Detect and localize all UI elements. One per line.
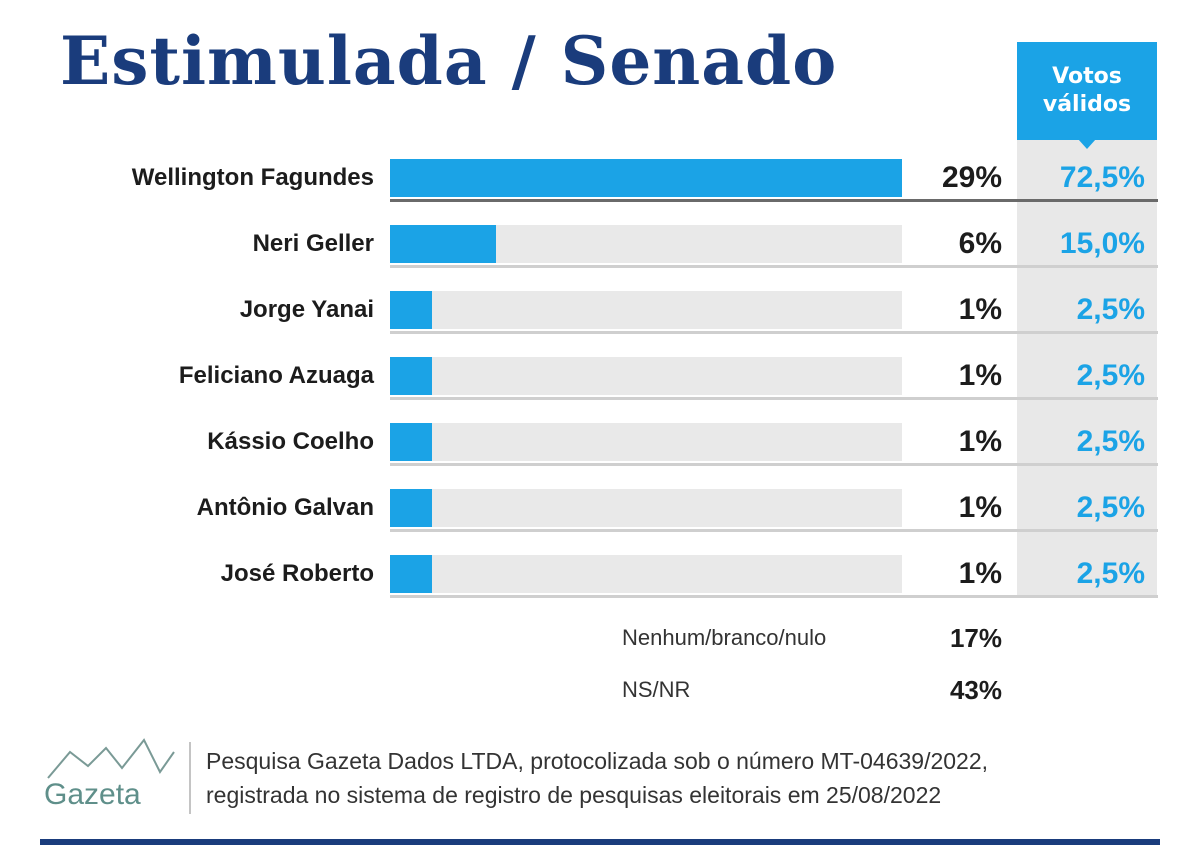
valid-votes-value: 2,5% bbox=[1076, 557, 1145, 590]
bar-value-label: 29% bbox=[941, 161, 1002, 194]
valid-votes-header: Votos válidos bbox=[1017, 42, 1157, 140]
bar-value-label: 6% bbox=[958, 227, 1002, 260]
valid-votes-value: 72,5% bbox=[1059, 161, 1145, 194]
bar-fill bbox=[390, 357, 432, 395]
bar-row: Feliciano Azuaga 1% 2,5% bbox=[0, 355, 1200, 417]
bar-track bbox=[390, 357, 902, 395]
gazeta-logo: Gazeta bbox=[40, 738, 182, 818]
row-underline bbox=[390, 595, 1158, 598]
bar-fill bbox=[390, 555, 432, 593]
gazeta-logo-text: Gazeta bbox=[44, 778, 141, 811]
other-label-blank: Nenhum/branco/nulo bbox=[622, 625, 827, 650]
bar-label: Antônio Galvan bbox=[196, 494, 374, 521]
row-underline bbox=[390, 529, 1158, 532]
footer-note: Pesquisa Gazeta Dados LTDA, protocolizad… bbox=[206, 744, 1196, 812]
row-underline bbox=[390, 331, 1158, 334]
valid-votes-pointer bbox=[1078, 139, 1096, 149]
bar-label: Jorge Yanai bbox=[239, 296, 374, 323]
bar-track bbox=[390, 159, 902, 197]
bar-label: Wellington Fagundes bbox=[131, 164, 374, 191]
bar-value-label: 1% bbox=[958, 359, 1002, 392]
footer-line-2: registrada no sistema de registro de pes… bbox=[206, 782, 942, 808]
valid-votes-value: 2,5% bbox=[1076, 359, 1145, 392]
bar-track bbox=[390, 555, 902, 593]
chart-title: Estimulada / Senado bbox=[60, 22, 838, 100]
bar-label: Feliciano Azuaga bbox=[178, 362, 374, 389]
valid-votes-value: 15,0% bbox=[1059, 227, 1145, 260]
valid-votes-value: 2,5% bbox=[1076, 425, 1145, 458]
bar-fill bbox=[390, 423, 432, 461]
valid-votes-header-line2: válidos bbox=[1042, 92, 1132, 117]
bar-fill bbox=[390, 291, 432, 329]
other-value-nsnr: 43% bbox=[949, 675, 1002, 705]
bar-label: Kássio Coelho bbox=[207, 428, 374, 455]
valid-votes-header-line1: Votos bbox=[1052, 64, 1122, 89]
bar-label: José Roberto bbox=[220, 560, 374, 587]
bar-track bbox=[390, 423, 902, 461]
valid-votes-value: 2,5% bbox=[1076, 293, 1145, 326]
bar-row: Kássio Coelho 1% 2,5% bbox=[0, 421, 1200, 483]
row-underline bbox=[390, 199, 1158, 202]
bar-value-label: 1% bbox=[958, 425, 1002, 458]
footer-line-1: Pesquisa Gazeta Dados LTDA, protocolizad… bbox=[206, 748, 989, 774]
bar-row: Jorge Yanai 1% 2,5% bbox=[0, 289, 1200, 351]
bar-row: Wellington Fagundes 29% 72,5% bbox=[0, 157, 1200, 219]
footer-divider bbox=[189, 742, 191, 814]
bar-fill bbox=[390, 489, 432, 527]
row-underline bbox=[390, 265, 1158, 268]
bar-row: José Roberto 1% 2,5% bbox=[0, 553, 1200, 615]
gazeta-logo-mark: Gazeta bbox=[44, 738, 175, 811]
bar-value-label: 1% bbox=[958, 491, 1002, 524]
bar-value-label: 1% bbox=[958, 293, 1002, 326]
bottom-rule bbox=[40, 839, 1160, 845]
bar-track bbox=[390, 489, 902, 527]
bar-row: Neri Geller 6% 15,0% bbox=[0, 223, 1200, 285]
bar-track bbox=[390, 291, 902, 329]
bar-value-label: 1% bbox=[958, 557, 1002, 590]
other-label-nsnr: NS/NR bbox=[622, 677, 691, 702]
other-value-blank: 17% bbox=[949, 623, 1002, 653]
row-underline bbox=[390, 463, 1158, 466]
bar-row: Antônio Galvan 1% 2,5% bbox=[0, 487, 1200, 549]
bar-fill bbox=[390, 159, 902, 197]
row-underline bbox=[390, 397, 1158, 400]
bar-fill bbox=[390, 225, 496, 263]
bar-label: Neri Geller bbox=[252, 230, 374, 257]
valid-votes-value: 2,5% bbox=[1076, 491, 1145, 524]
bar-track bbox=[390, 225, 902, 263]
